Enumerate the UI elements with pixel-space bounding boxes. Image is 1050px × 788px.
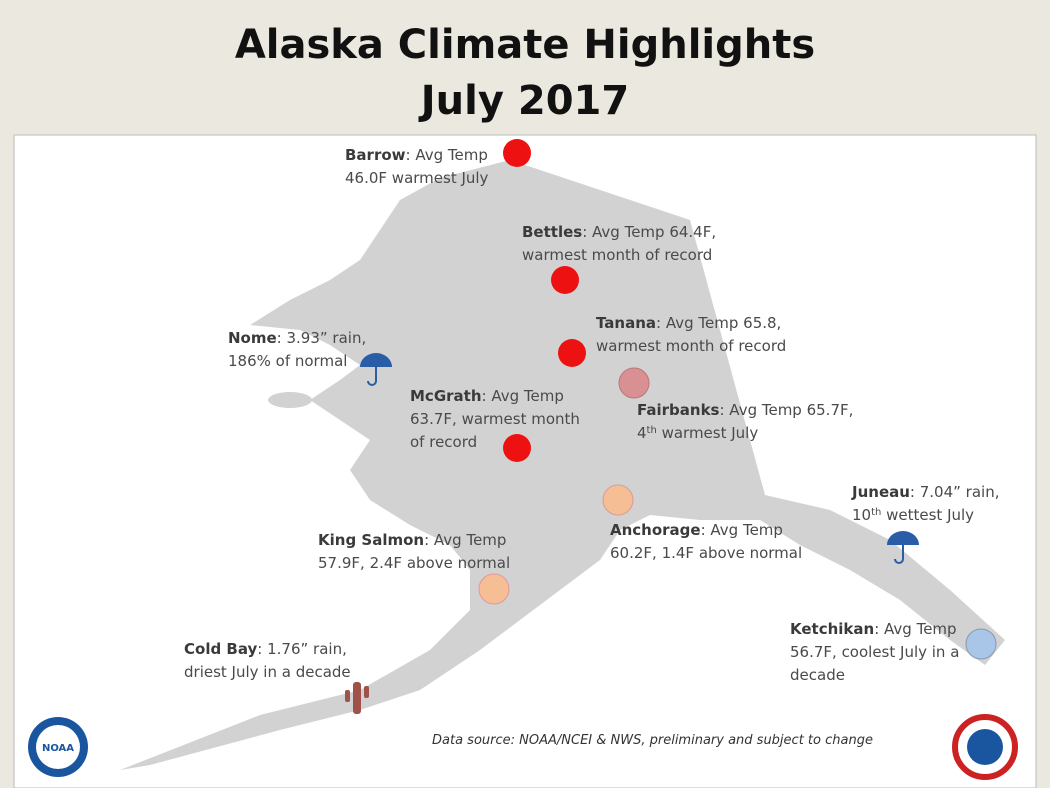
station-label-line: of record bbox=[410, 433, 477, 451]
station-text: driest July in a decade bbox=[184, 663, 351, 681]
station-text: 46.0F warmest July bbox=[345, 169, 489, 187]
station-text: of record bbox=[410, 433, 477, 451]
marker-barrow bbox=[503, 139, 531, 167]
station-label-line: decade bbox=[790, 666, 845, 684]
superscript: th bbox=[647, 425, 657, 436]
station-label-line: Fairbanks: Avg Temp 65.7F, bbox=[637, 401, 853, 419]
station-label-line: Bettles: Avg Temp 64.4F, bbox=[522, 223, 716, 241]
nws-logo bbox=[952, 714, 1018, 780]
station-text: 63.7F, warmest month bbox=[410, 410, 580, 428]
station-label-line: 4th warmest July bbox=[637, 424, 758, 442]
station-text: : Avg Temp bbox=[701, 521, 783, 539]
station-label-line: Barrow: Avg Temp bbox=[345, 146, 488, 164]
station-text: : Avg Temp bbox=[406, 146, 488, 164]
station-text: wettest July bbox=[881, 506, 974, 524]
station-label-line: Cold Bay: 1.76” rain, bbox=[184, 640, 347, 658]
station-text: 10 bbox=[852, 506, 871, 524]
island bbox=[268, 392, 312, 408]
noaa-logo-text: NOAA bbox=[42, 743, 74, 754]
station-name: Juneau bbox=[851, 483, 910, 501]
station-label-line: warmest month of record bbox=[522, 246, 712, 264]
cactus-cold-bay bbox=[345, 682, 369, 714]
station-name: Ketchikan bbox=[790, 620, 874, 638]
station-text: warmest month of record bbox=[522, 246, 712, 264]
station-name: Anchorage bbox=[610, 521, 701, 539]
umbrella-juneau bbox=[887, 531, 919, 564]
station-name: Cold Bay bbox=[184, 640, 258, 658]
marker-tanana bbox=[558, 339, 586, 367]
station-label-line: 10th wettest July bbox=[852, 506, 974, 524]
umbrella-nome bbox=[360, 353, 392, 386]
station-text: 56.7F, coolest July in a bbox=[790, 643, 959, 661]
station-text: 186% of normal bbox=[228, 352, 347, 370]
station-text: : Avg Temp bbox=[874, 620, 956, 638]
station-label-line: Tanana: Avg Temp 65.8, bbox=[596, 314, 781, 332]
marker-bettles bbox=[551, 266, 579, 294]
station-text: 57.9F, 2.4F above normal bbox=[318, 554, 510, 572]
marker-mcgrath bbox=[503, 434, 531, 462]
station-label-line: 63.7F, warmest month bbox=[410, 410, 580, 428]
station-name: Bettles bbox=[522, 223, 582, 241]
marker-fairbanks bbox=[618, 367, 650, 399]
superscript: th bbox=[871, 507, 881, 518]
station-label-line: 186% of normal bbox=[228, 352, 347, 370]
station-text: : Avg Temp bbox=[482, 387, 564, 405]
marker-ketchikan bbox=[965, 628, 997, 660]
station-label-line: Ketchikan: Avg Temp bbox=[790, 620, 957, 638]
markers bbox=[345, 139, 997, 714]
station-label-line: 60.2F, 1.4F above normal bbox=[610, 544, 802, 562]
station-name: Fairbanks bbox=[637, 401, 720, 419]
station-label-line: King Salmon: Avg Temp bbox=[318, 531, 506, 549]
station-name: King Salmon bbox=[318, 531, 424, 549]
station-label-line: 56.7F, coolest July in a bbox=[790, 643, 959, 661]
station-label-line: Anchorage: Avg Temp bbox=[610, 521, 783, 539]
station-label-line: 46.0F warmest July bbox=[345, 169, 489, 187]
station-text: decade bbox=[790, 666, 845, 684]
station-label-line: Juneau: 7.04” rain, bbox=[851, 483, 999, 501]
station-name: Nome bbox=[228, 329, 277, 347]
station-text: : Avg Temp 65.8, bbox=[656, 314, 781, 332]
station-text: : Avg Temp 65.7F, bbox=[719, 401, 853, 419]
alaska-shape bbox=[120, 160, 1005, 770]
marker-anchorage bbox=[602, 484, 634, 516]
station-label-line: Nome: 3.93” rain, bbox=[228, 329, 366, 347]
station-label-line: driest July in a decade bbox=[184, 663, 351, 681]
subtitle: July 2017 bbox=[418, 78, 629, 124]
marker-king-salmon bbox=[478, 573, 510, 605]
station-text: 60.2F, 1.4F above normal bbox=[610, 544, 802, 562]
title: Alaska Climate Highlights bbox=[235, 22, 815, 68]
station-name: Tanana bbox=[596, 314, 656, 332]
station-text: warmest month of record bbox=[596, 337, 786, 355]
noaa-logo: NOAA bbox=[28, 717, 88, 777]
station-label-line: 57.9F, 2.4F above normal bbox=[318, 554, 510, 572]
station-label-line: McGrath: Avg Temp bbox=[410, 387, 564, 405]
station-label-line: warmest month of record bbox=[596, 337, 786, 355]
station-text: : Avg Temp 64.4F, bbox=[582, 223, 716, 241]
station-name: Barrow bbox=[345, 146, 406, 164]
station-text: : 3.93” rain, bbox=[277, 329, 367, 347]
station-text: : 7.04” rain, bbox=[910, 483, 1000, 501]
station-text: : 1.76” rain, bbox=[257, 640, 347, 658]
station-text: warmest July bbox=[657, 424, 759, 442]
station-text: 4 bbox=[637, 424, 647, 442]
station-name: McGrath bbox=[410, 387, 482, 405]
station-text: : Avg Temp bbox=[424, 531, 506, 549]
data-source: Data source: NOAA/NCEI & NWS, preliminar… bbox=[432, 733, 873, 748]
